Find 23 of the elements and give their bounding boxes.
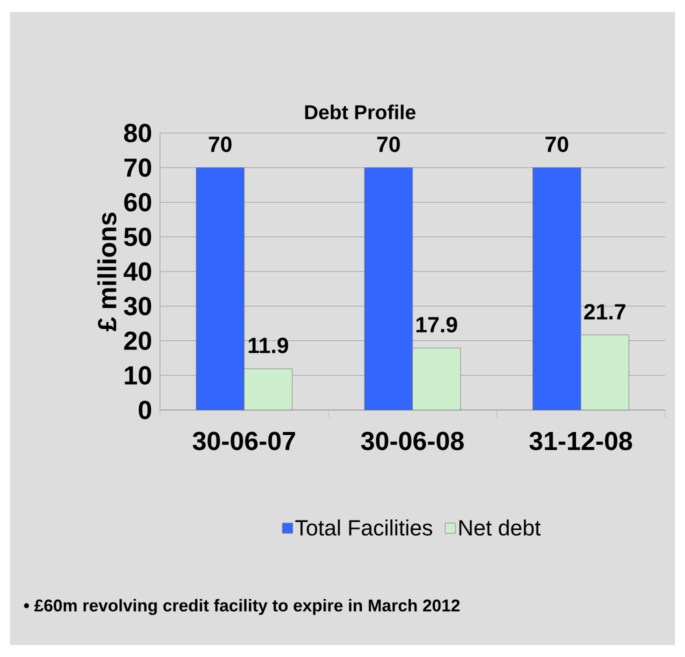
y-tick-label: 30 xyxy=(124,296,152,316)
x-tick-label: 30-06-07 xyxy=(192,432,296,450)
data-label: 11.9 xyxy=(248,338,288,354)
data-label: 70 xyxy=(208,136,232,152)
data-label: 70 xyxy=(546,136,568,152)
chart-title: Debt Profile xyxy=(305,104,416,120)
data-label: 21.7 xyxy=(584,304,626,320)
x-tick-label: 30-06-08 xyxy=(361,432,464,450)
y-tick-label: 40 xyxy=(124,262,152,281)
text: • £60m revolving credit facility to expire in March 2012 xyxy=(24,599,460,615)
y-tick-label: 60 xyxy=(124,193,152,212)
legend-label: Total Facilities xyxy=(295,519,432,536)
y-tick-label: 20 xyxy=(124,332,152,350)
y-tick-label: 10 xyxy=(124,366,152,385)
y-axis-title: £ millions xyxy=(97,212,116,332)
data-label: 17.9 xyxy=(416,316,458,332)
x-tick-label: 31-12-08 xyxy=(529,432,632,450)
y-tick-label: 80 xyxy=(124,124,152,142)
y-tick-label: 50 xyxy=(124,228,152,246)
y-tick-label: 70 xyxy=(124,158,152,177)
data-label: 70 xyxy=(377,136,400,152)
y-tick-label: 0 xyxy=(138,400,152,420)
legend-label: Net debt xyxy=(459,519,541,536)
